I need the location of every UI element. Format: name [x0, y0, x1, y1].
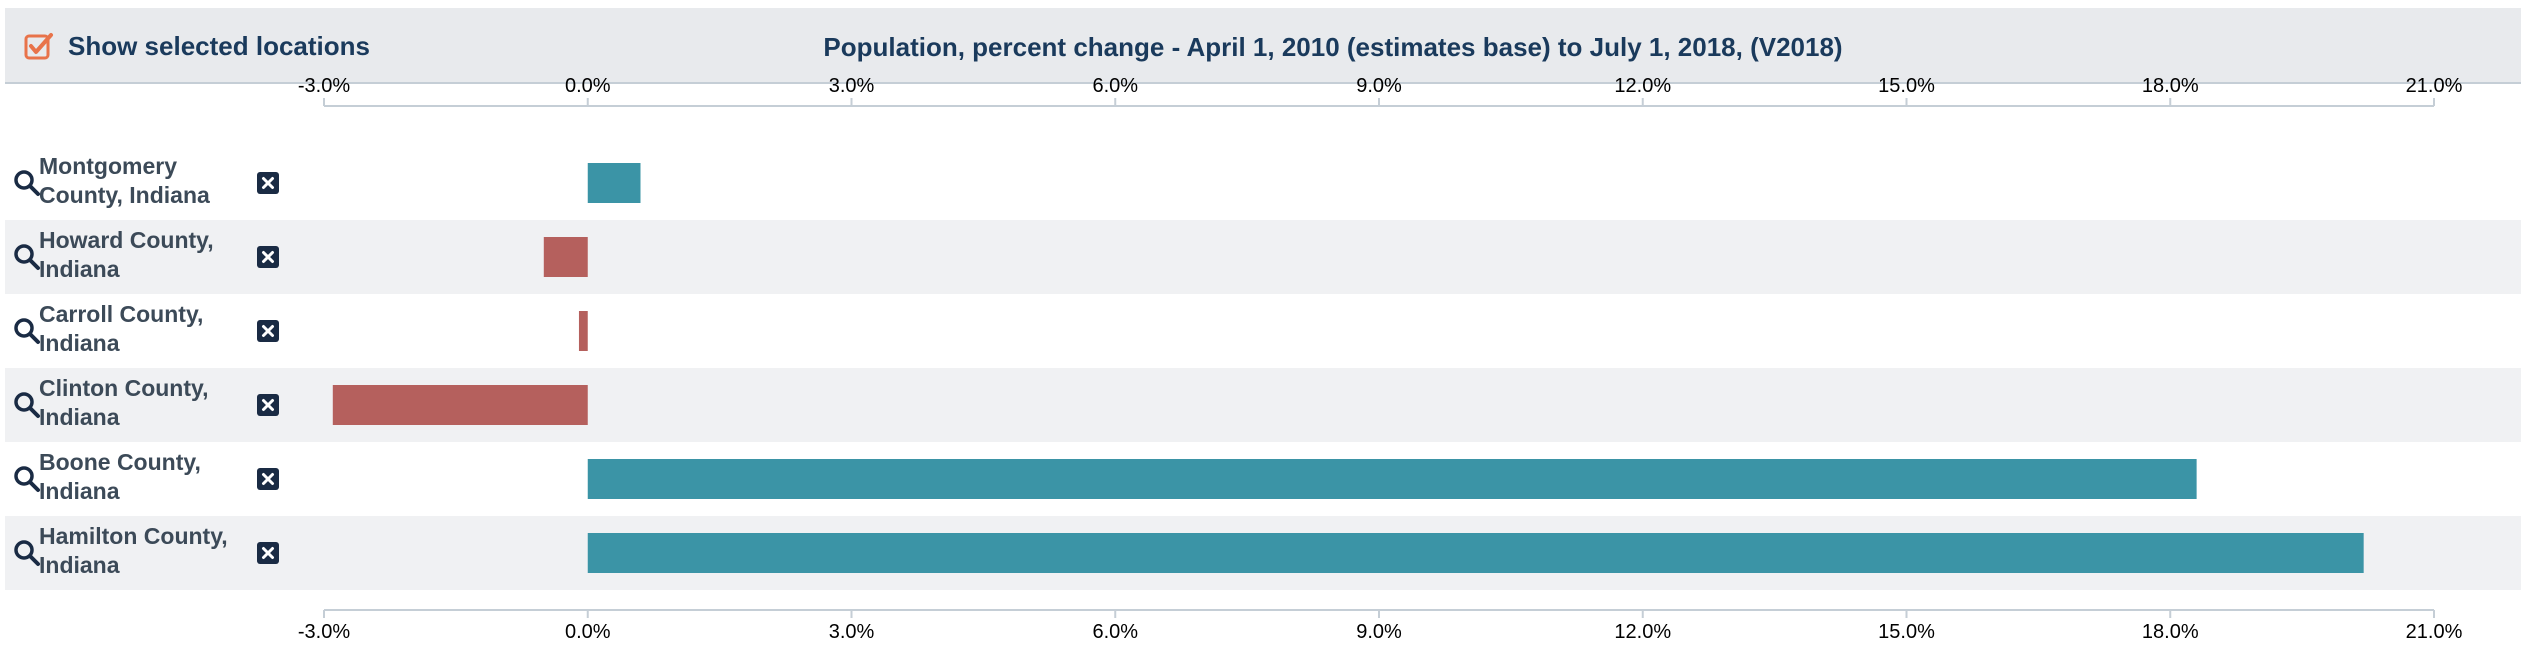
- table-row: Howard County, Indiana: [5, 220, 2521, 294]
- tick-label: 18.0%: [2142, 621, 2199, 643]
- tick-label: 12.0%: [1614, 75, 1671, 97]
- county-name-line2: Indiana: [39, 478, 120, 504]
- tick-label: 9.0%: [1356, 75, 1402, 97]
- search-icon[interactable]: [13, 169, 41, 197]
- tick-label: 6.0%: [1092, 75, 1138, 97]
- remove-location-icon[interactable]: [256, 467, 280, 491]
- search-icon[interactable]: [13, 391, 41, 419]
- county-name-line1: Hamilton County,: [39, 523, 228, 549]
- remove-location-icon[interactable]: [256, 245, 280, 269]
- chart-title: Population, percent change - April 1, 20…: [823, 32, 1843, 62]
- county-name-line1: Montgomery: [39, 153, 177, 179]
- county-name[interactable]: Carroll County, Indiana: [39, 300, 254, 358]
- checkbox-checked-icon[interactable]: [24, 31, 54, 61]
- tick-label: 12.0%: [1614, 621, 1671, 643]
- search-icon[interactable]: [13, 465, 41, 493]
- search-icon[interactable]: [13, 317, 41, 345]
- table-row: Carroll County, Indiana: [5, 294, 2521, 368]
- tick-label: 3.0%: [829, 75, 875, 97]
- tick-label: -3.0%: [298, 621, 350, 643]
- county-name-line2: Indiana: [39, 404, 120, 430]
- county-name[interactable]: Clinton County, Indiana: [39, 374, 254, 432]
- tick-label: 15.0%: [1878, 621, 1935, 643]
- tick-label: 18.0%: [2142, 75, 2199, 97]
- county-name-line2: Indiana: [39, 330, 120, 356]
- search-icon[interactable]: [13, 539, 41, 567]
- bar: [587, 163, 641, 203]
- remove-location-icon[interactable]: [256, 541, 280, 565]
- tick-label: 21.0%: [2406, 75, 2463, 97]
- bar: [587, 533, 2364, 573]
- county-name[interactable]: Boone County, Indiana: [39, 448, 254, 506]
- remove-location-icon[interactable]: [256, 319, 280, 343]
- bar: [543, 237, 588, 277]
- county-name-line1: Clinton County,: [39, 375, 209, 401]
- county-name-line1: Carroll County,: [39, 301, 204, 327]
- bar: [332, 385, 588, 425]
- county-name-line2: Indiana: [39, 256, 120, 282]
- show-selected-label: Show selected locations: [68, 30, 370, 61]
- row-label: [13, 442, 41, 516]
- row-label: [13, 220, 41, 294]
- tick-label: 0.0%: [565, 75, 611, 97]
- bar: [587, 459, 2197, 499]
- row-label: [13, 146, 41, 220]
- county-name-line2: County, Indiana: [39, 182, 210, 208]
- tick-label: 21.0%: [2406, 621, 2463, 643]
- table-row: Boone County, Indiana: [5, 442, 2521, 516]
- county-name-line1: Boone County,: [39, 449, 201, 475]
- row-label: [13, 294, 41, 368]
- chart-header: Show selected locations Population, perc…: [5, 8, 2521, 84]
- county-name-line1: Howard County,: [39, 227, 214, 253]
- table-row: Montgomery County, Indiana: [5, 146, 2521, 220]
- tick-label: -3.0%: [298, 75, 350, 97]
- tick-label: 6.0%: [1092, 621, 1138, 643]
- bar: [578, 311, 588, 351]
- tick-label: 15.0%: [1878, 75, 1935, 97]
- show-selected-toggle[interactable]: Show selected locations: [24, 28, 370, 64]
- search-icon[interactable]: [13, 243, 41, 271]
- county-name-line2: Indiana: [39, 552, 120, 578]
- remove-location-icon[interactable]: [256, 171, 280, 195]
- remove-location-icon[interactable]: [256, 393, 280, 417]
- tick-label: 9.0%: [1356, 621, 1402, 643]
- county-name[interactable]: Howard County, Indiana: [39, 226, 254, 284]
- row-label: [13, 368, 41, 442]
- tick-label: 3.0%: [829, 621, 875, 643]
- tick-label: 0.0%: [565, 621, 611, 643]
- county-name[interactable]: Hamilton County, Indiana: [39, 522, 254, 580]
- row-label: [13, 516, 41, 590]
- county-name[interactable]: Montgomery County, Indiana: [39, 152, 254, 210]
